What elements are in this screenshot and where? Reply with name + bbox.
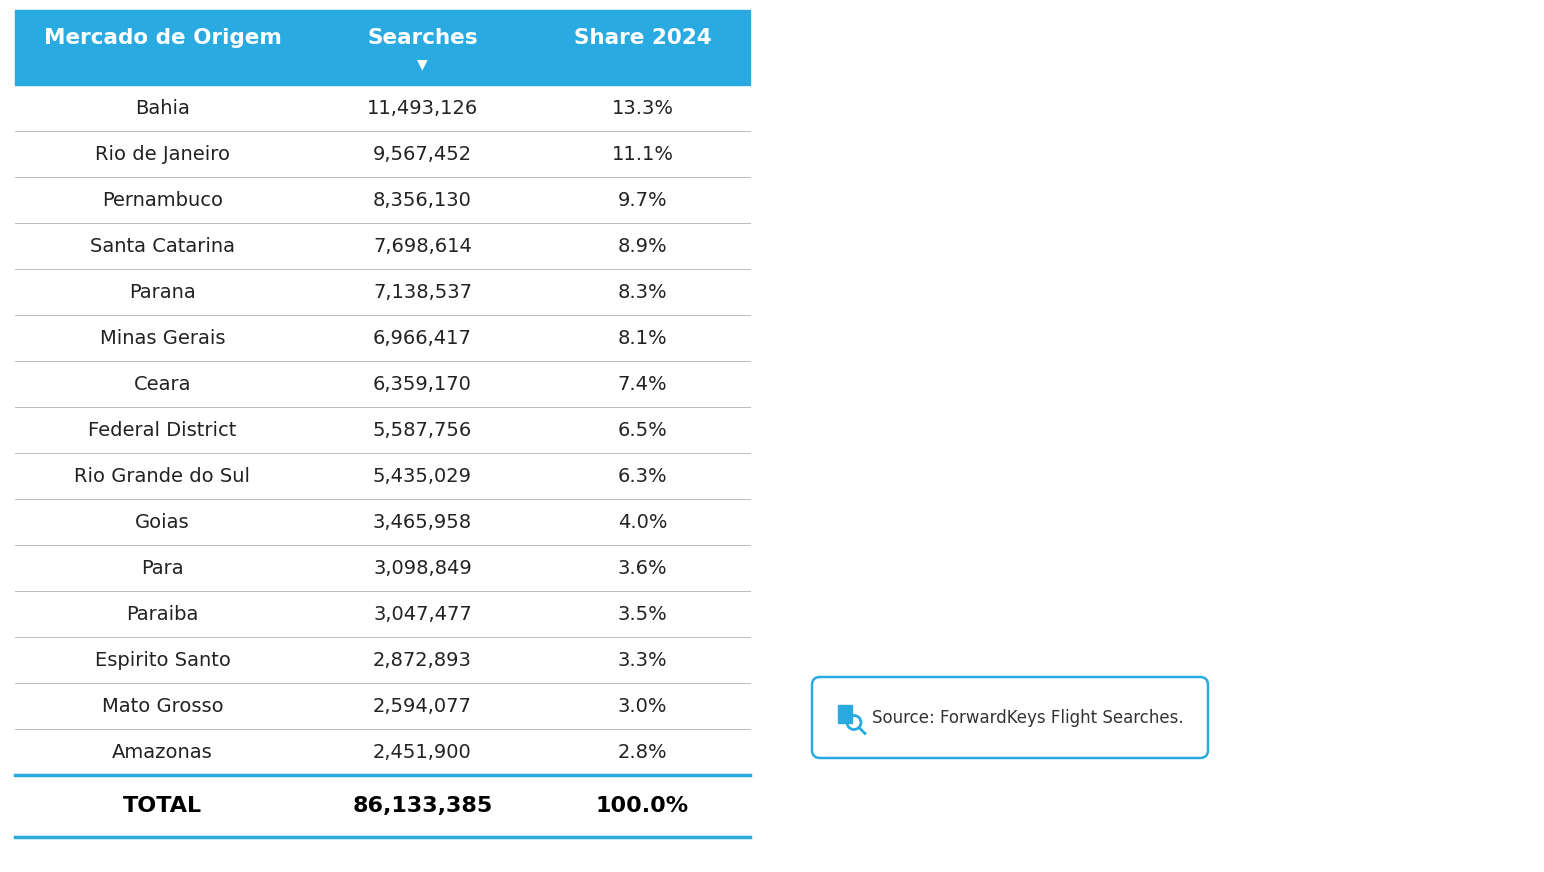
Text: 3,465,958: 3,465,958 [374, 513, 472, 532]
Text: Amazonas: Amazonas [113, 742, 213, 761]
Text: 7.4%: 7.4% [618, 374, 667, 393]
Text: 2,872,893: 2,872,893 [374, 651, 472, 670]
Text: 3.6%: 3.6% [618, 558, 667, 577]
Text: 2,451,900: 2,451,900 [374, 742, 472, 761]
Text: 5,435,029: 5,435,029 [374, 467, 472, 486]
Text: 11,493,126: 11,493,126 [367, 99, 479, 118]
Text: Santa Catarina: Santa Catarina [90, 236, 235, 255]
Text: Parana: Parana [130, 283, 196, 302]
Text: Rio de Janeiro: Rio de Janeiro [96, 145, 230, 164]
Text: Mercado de Origem: Mercado de Origem [43, 29, 281, 49]
Text: 6,966,417: 6,966,417 [374, 329, 472, 348]
Text: 13.3%: 13.3% [611, 99, 673, 118]
Text: Rio Grande do Sul: Rio Grande do Sul [74, 467, 250, 486]
Text: 3.3%: 3.3% [618, 651, 667, 670]
Text: 5,587,756: 5,587,756 [372, 420, 472, 439]
Text: 6.5%: 6.5% [618, 420, 667, 439]
Text: Para: Para [141, 558, 184, 577]
Text: ▼: ▼ [417, 57, 428, 71]
Text: Federal District: Federal District [88, 420, 236, 439]
Text: 3.5%: 3.5% [618, 604, 667, 623]
Text: 9.7%: 9.7% [618, 190, 667, 209]
Text: 3,098,849: 3,098,849 [374, 558, 472, 577]
Text: 9,567,452: 9,567,452 [374, 145, 472, 164]
Text: 6,359,170: 6,359,170 [374, 374, 472, 393]
Text: 3.0%: 3.0% [618, 697, 667, 716]
Text: 11.1%: 11.1% [611, 145, 673, 164]
Text: Ceara: Ceara [134, 374, 191, 393]
Text: Mato Grosso: Mato Grosso [102, 697, 224, 716]
Text: 8.9%: 8.9% [618, 236, 667, 255]
Text: 8.1%: 8.1% [618, 329, 667, 348]
Text: Espirito Santo: Espirito Santo [94, 651, 230, 670]
Text: Goias: Goias [136, 513, 190, 532]
Bar [838, 705, 852, 723]
Bar [15, 10, 750, 85]
Text: 6.3%: 6.3% [618, 467, 667, 486]
Text: 8.3%: 8.3% [618, 283, 667, 302]
Text: TOTAL: TOTAL [124, 796, 202, 816]
Text: 86,133,385: 86,133,385 [352, 796, 493, 816]
Text: 100.0%: 100.0% [596, 796, 689, 816]
Text: Bahia: Bahia [134, 99, 190, 118]
Text: 7,698,614: 7,698,614 [374, 236, 472, 255]
Text: Source: ForwardKeys Flight Searches.: Source: ForwardKeys Flight Searches. [872, 708, 1184, 726]
Text: Share 2024: Share 2024 [574, 29, 712, 49]
Text: Minas Gerais: Minas Gerais [100, 329, 225, 348]
Text: 4.0%: 4.0% [618, 513, 667, 532]
FancyBboxPatch shape [812, 677, 1207, 758]
Text: 8,356,130: 8,356,130 [374, 190, 472, 209]
Text: 2,594,077: 2,594,077 [374, 697, 472, 716]
Text: 3,047,477: 3,047,477 [374, 604, 472, 623]
Text: Pernambuco: Pernambuco [102, 190, 222, 209]
Text: 2.8%: 2.8% [618, 742, 667, 761]
Text: Paraiba: Paraiba [127, 604, 199, 623]
Text: 7,138,537: 7,138,537 [374, 283, 472, 302]
Text: Searches: Searches [367, 29, 477, 49]
